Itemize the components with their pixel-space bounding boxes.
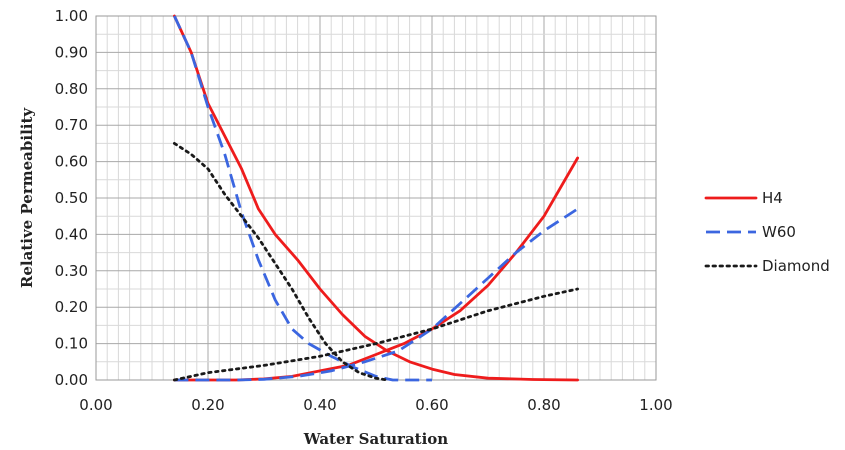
series-line-h4-1	[173, 14, 579, 382]
x-axis-title: Water Saturation	[303, 430, 448, 448]
x-tick-label: 0.00	[79, 396, 112, 414]
grid	[95, 15, 657, 381]
x-axis-ticks: 0.00 0.20 0.40 0.60 0.80 1.00	[79, 396, 672, 414]
legend: H4 W60 Diamond	[704, 189, 830, 275]
y-axis-title: Relative Permeability	[18, 107, 36, 289]
x-tick-label: 1.00	[639, 396, 672, 414]
y-tick-label: 0.40	[55, 225, 88, 243]
x-tick-label: 0.60	[415, 396, 448, 414]
y-tick-label: 1.00	[55, 7, 88, 25]
y-tick-label: 0.50	[55, 189, 88, 207]
y-tick-label: 0.00	[55, 371, 88, 389]
y-tick-label: 0.70	[55, 116, 88, 134]
y-tick-label: 0.20	[55, 298, 88, 316]
series-line-w60-2	[174, 207, 579, 382]
series-line-diamond-1	[173, 142, 389, 382]
series-lines	[173, 14, 579, 382]
legend-label-w60: W60	[762, 223, 796, 241]
x-tick-label: 0.20	[191, 396, 224, 414]
y-tick-label: 0.60	[55, 153, 88, 171]
y-tick-label: 0.10	[55, 335, 88, 353]
plot-area	[95, 15, 657, 381]
y-tick-label: 0.80	[55, 80, 88, 98]
x-tick-label: 0.40	[303, 396, 336, 414]
legend-label-h4: H4	[762, 189, 783, 207]
x-tick-label: 0.80	[527, 396, 560, 414]
series-line-diamond-2	[173, 287, 579, 382]
legend-label-diamond: Diamond	[762, 257, 830, 275]
y-tick-label: 0.30	[55, 262, 88, 280]
series-line-w60-1	[173, 15, 432, 382]
y-tick-label: 0.90	[55, 43, 88, 61]
y-axis-ticks: 0.00 0.10 0.20 0.30 0.40 0.50 0.60 0.70 0.80 0.90…	[55, 7, 88, 389]
